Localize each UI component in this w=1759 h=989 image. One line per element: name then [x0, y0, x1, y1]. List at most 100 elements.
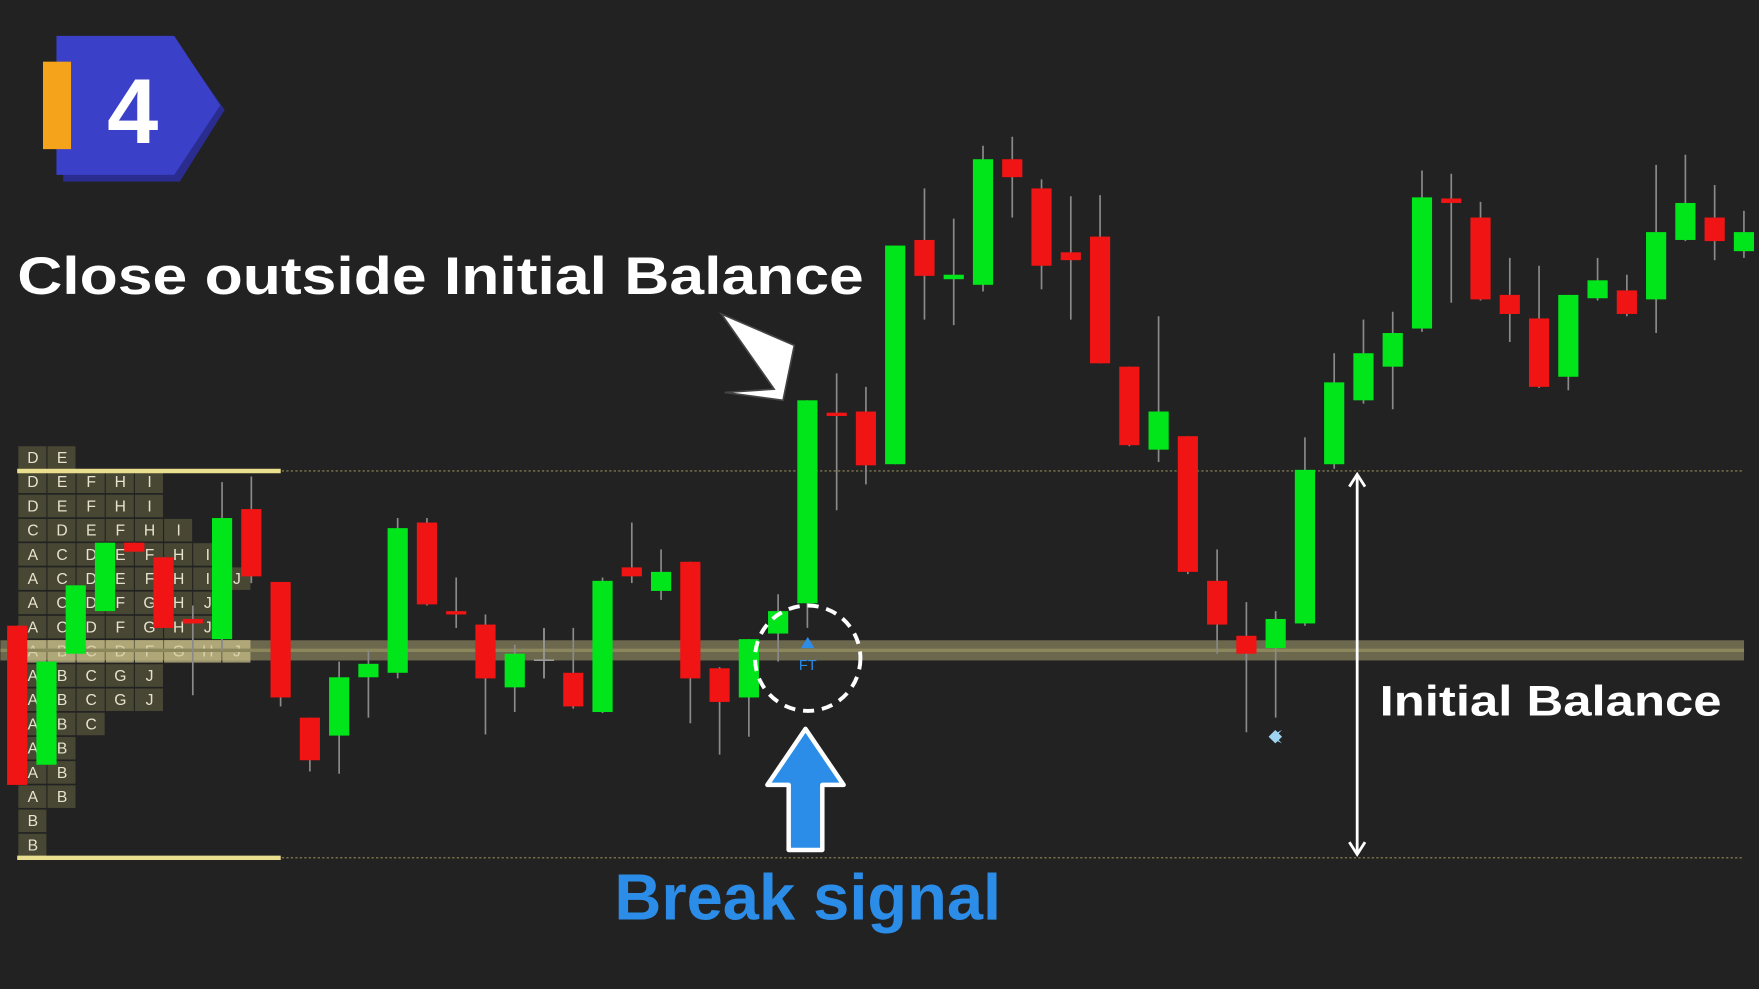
profile-cell: [47, 470, 76, 494]
candle-body: [241, 509, 262, 577]
profile-letter: E: [57, 450, 67, 467]
candle-body: [650, 571, 672, 591]
profile-letter: C: [56, 619, 67, 636]
profile-letter: B: [57, 644, 67, 661]
candle-body: [855, 411, 877, 466]
profile-letter: C: [56, 547, 67, 564]
profile-letter: J: [233, 571, 241, 588]
candle-body: [563, 672, 584, 707]
profile-letter: A: [28, 741, 39, 758]
candle-body: [387, 528, 408, 673]
profile-letter: J: [204, 595, 212, 612]
candle-body: [416, 522, 438, 605]
profile-letter: C: [86, 692, 97, 709]
badge-accent: [42, 61, 72, 150]
profile-cell: [18, 446, 47, 469]
profile-letter: E: [57, 474, 67, 491]
candle-body: [826, 412, 847, 417]
profile-cell: [18, 809, 47, 833]
profile-cell: [164, 518, 193, 542]
profile-letter: F: [86, 498, 96, 515]
profile-letter: D: [115, 644, 126, 661]
profile-letter: F: [116, 619, 126, 636]
profile-cell: [18, 833, 47, 857]
profile-letter: G: [143, 595, 155, 612]
profile-letter: B: [57, 741, 67, 758]
candle-body: [1236, 635, 1257, 654]
range-arrow-head: [1348, 471, 1367, 488]
candle-body: [885, 245, 906, 465]
profile-cell: [47, 446, 76, 469]
candle-body: [1353, 353, 1374, 401]
profile-letter: D: [86, 595, 97, 612]
candle-body: [914, 239, 935, 276]
profile-letter: B: [57, 692, 67, 709]
profile-letter: A: [28, 619, 39, 636]
profile-letter: D: [27, 450, 38, 467]
candle-body: [1031, 188, 1052, 266]
badge-number: 4: [107, 61, 158, 163]
candles: [7, 136, 1755, 785]
candle-body: [446, 611, 467, 615]
profile-letter: D: [56, 523, 67, 540]
candle-body: [1382, 333, 1403, 367]
profile-letter: A: [28, 716, 39, 733]
candle-body: [1411, 197, 1433, 329]
profile-cell: [76, 688, 105, 712]
candle-body: [1470, 217, 1491, 300]
profile-letter: H: [173, 547, 184, 564]
profile-letter: A: [28, 668, 39, 685]
signal-circle: [753, 603, 863, 713]
profile-letter: I: [206, 547, 210, 564]
profile-cell: [76, 664, 105, 687]
profile-letter: B: [28, 837, 38, 854]
profile-letter: D: [86, 619, 97, 636]
profile-cell: [134, 664, 163, 687]
profile-cell: [76, 470, 105, 494]
profile-cell: [76, 712, 105, 736]
candle-body: [475, 624, 496, 679]
profile-cell: [47, 543, 76, 566]
profile-cell: [105, 688, 134, 712]
candle-body: [504, 653, 525, 688]
candle-body: [182, 618, 203, 624]
profile-letter: G: [173, 644, 185, 661]
badge-shape: [56, 35, 221, 175]
candle-body: [1441, 198, 1462, 203]
signal-triangle: [801, 636, 815, 649]
profile-letter: J: [233, 644, 241, 661]
candle-body: [358, 663, 379, 678]
profile-letter: C: [86, 716, 97, 733]
profile-cell: [105, 518, 134, 542]
profile-letter: H: [144, 523, 155, 540]
profile-cell: [47, 761, 76, 784]
profile-letter: H: [115, 498, 126, 515]
candle-body: [1294, 469, 1316, 624]
profile-letter: J: [204, 619, 212, 636]
profile-letter: C: [56, 595, 67, 612]
profile-letter: A: [28, 595, 39, 612]
candle-body: [1324, 382, 1345, 465]
candle-body: [1646, 232, 1667, 300]
candle-body: [943, 274, 964, 280]
profile-letter: D: [27, 498, 38, 515]
profile-letter: F: [145, 644, 155, 661]
candle-body: [533, 659, 555, 662]
candle-body: [270, 581, 291, 698]
profile-letter: G: [114, 668, 126, 685]
profile-letter: B: [57, 765, 67, 782]
candle-body: [1616, 290, 1637, 314]
profile-letter: F: [145, 571, 155, 588]
candle-body: [709, 668, 730, 702]
profile-cell: [105, 494, 134, 518]
profile-letter: F: [86, 474, 96, 491]
profile-letter: G: [143, 619, 155, 636]
profile-cell: [18, 518, 47, 542]
candle-body: [1089, 236, 1111, 364]
profile-cell: [18, 494, 47, 518]
candle-body: [329, 677, 350, 736]
profile-letter: I: [176, 523, 180, 540]
profile-cell: [18, 567, 47, 590]
profile-cell: [105, 664, 134, 687]
